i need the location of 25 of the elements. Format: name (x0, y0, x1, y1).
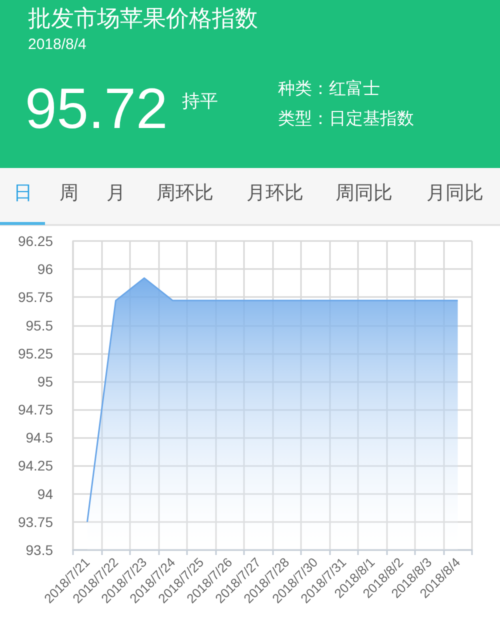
y-tick-label: 94 (37, 486, 54, 502)
y-tick-label: 93.75 (18, 514, 54, 530)
text: 月同比 (426, 183, 484, 204)
y-tick-label: 96 (37, 261, 54, 278)
text: 持平 (182, 90, 218, 112)
text: 月 (106, 183, 126, 204)
y-tick-label: 95.75 (18, 289, 54, 306)
y-tick-label: 95 (37, 373, 54, 390)
text: 周同比 (336, 183, 392, 204)
text: 类型：日定基指数 (278, 108, 414, 130)
chart-title: 批发市场苹果价格指数 (28, 4, 258, 33)
chart-subtitle: 2018/8/4 (28, 35, 86, 55)
text: 月环比 (246, 183, 304, 204)
y-tick-label: 96.25 (18, 233, 54, 249)
text: 种类：红富士 (278, 78, 380, 100)
y-tick-label: 94.25 (18, 458, 54, 474)
y-tick-label: 95.25 (18, 345, 54, 362)
y-tick-label: 94.5 (26, 430, 54, 446)
y-tick-label: 94.75 (18, 402, 54, 418)
y-tick-label: 93.5 (26, 542, 54, 558)
y-tick-label: 95.5 (26, 317, 54, 334)
text: 周 (60, 183, 78, 204)
text: 周环比 (156, 183, 214, 204)
text: 95.72 (25, 76, 168, 142)
text: 日 (14, 183, 32, 204)
